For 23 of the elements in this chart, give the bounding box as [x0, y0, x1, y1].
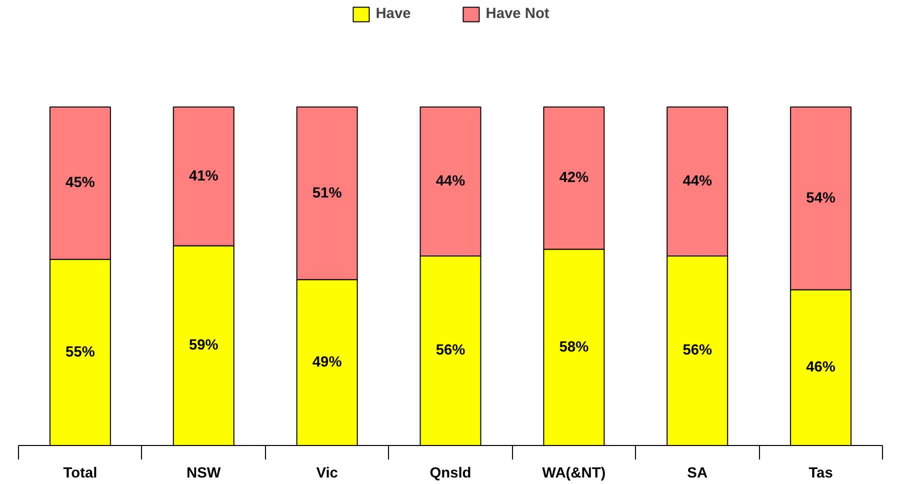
data-label: 59% — [188, 338, 218, 354]
data-label: 44% — [682, 174, 712, 190]
x-tick-label: Vic — [316, 466, 338, 482]
data-label: 41% — [188, 168, 218, 184]
data-label: 44% — [436, 174, 466, 190]
x-tick-label: WA(&NT) — [542, 466, 606, 482]
data-label: 46% — [806, 360, 836, 376]
x-tick-label: Qnsld — [430, 466, 472, 482]
data-label: 45% — [66, 175, 95, 192]
x-tick-label: Total — [63, 466, 98, 482]
x-tick-label: SA — [687, 466, 708, 482]
data-label: 49% — [312, 354, 342, 371]
x-tick-label: Tas — [808, 466, 833, 482]
data-label: 54% — [806, 190, 836, 206]
legend-label: Have Not — [486, 6, 550, 22]
data-label: 56% — [682, 342, 712, 359]
data-label: 51% — [312, 185, 342, 202]
data-label: 56% — [436, 342, 466, 359]
data-label: 58% — [559, 339, 589, 356]
data-label: 55% — [66, 344, 95, 360]
legend-label: Have — [376, 6, 411, 22]
x-tick-label: NSW — [186, 466, 221, 482]
data-label: 42% — [559, 170, 589, 186]
